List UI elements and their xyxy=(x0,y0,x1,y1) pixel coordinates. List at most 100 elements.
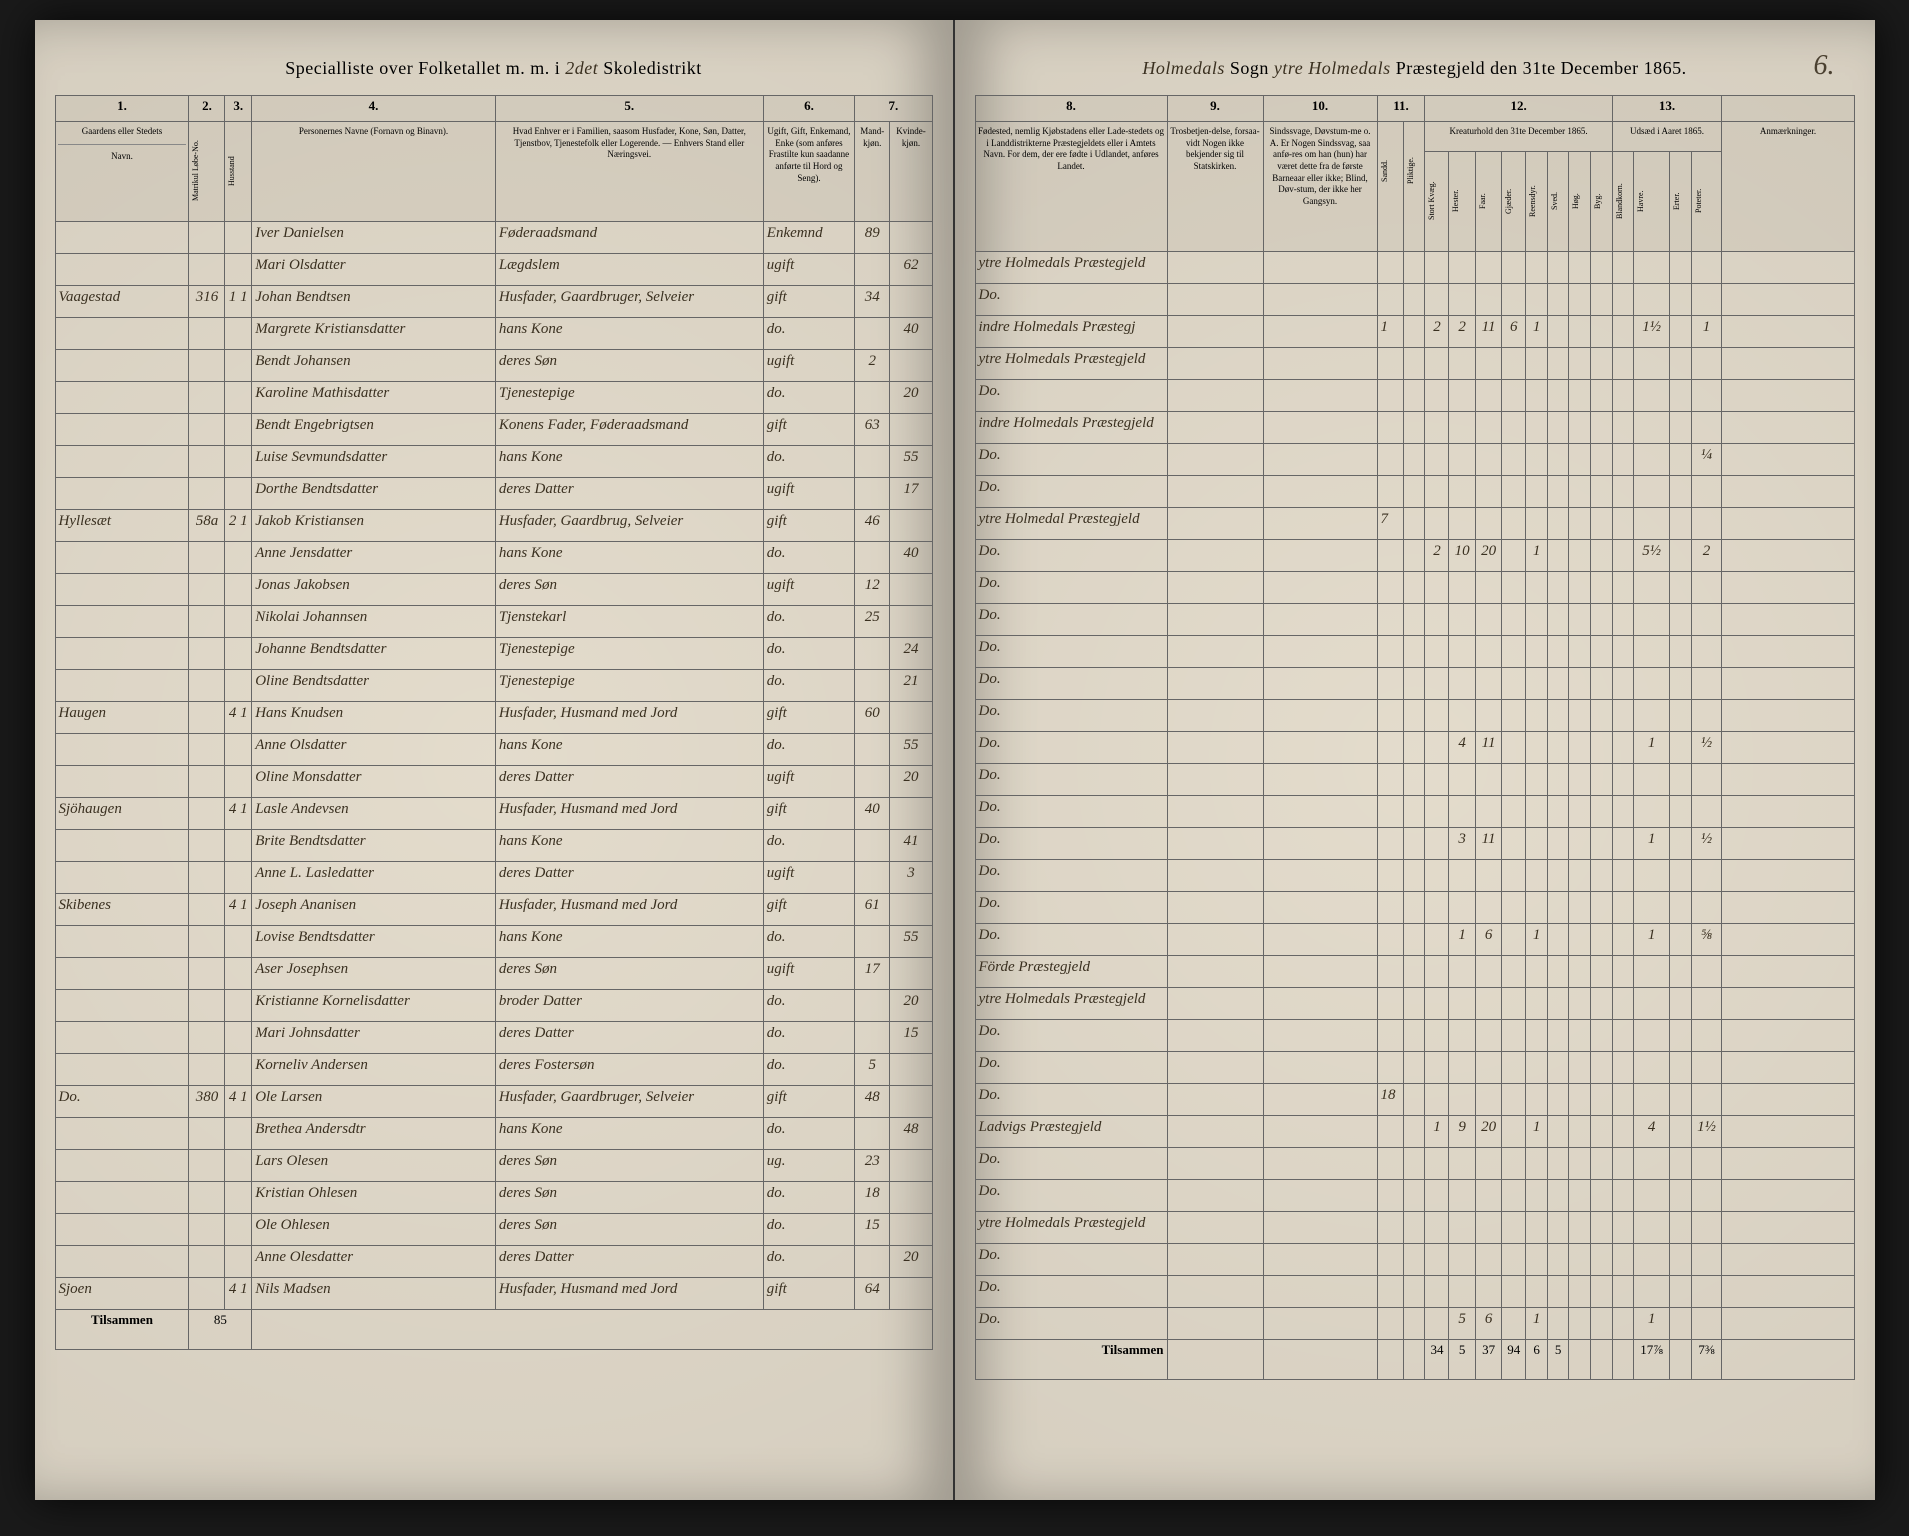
cell-c13-3 xyxy=(1691,348,1722,380)
col-num-9: 9. xyxy=(1167,96,1263,122)
cell-c12-3 xyxy=(1502,700,1526,732)
cell-c12-5 xyxy=(1547,316,1569,348)
cell-c12-4 xyxy=(1526,1276,1548,1308)
cell-c12-7 xyxy=(1591,636,1613,668)
cell-age-k xyxy=(890,958,932,990)
cell-role: Husfader, Husmand med Jord xyxy=(495,798,763,830)
cell-place: Vaagestad xyxy=(55,286,189,318)
cell-c12-1 xyxy=(1449,1180,1475,1212)
cell-c12-2 xyxy=(1475,668,1501,700)
cell-c12-5 xyxy=(1547,1212,1569,1244)
cell-c13-2 xyxy=(1669,892,1691,924)
cell-hus xyxy=(225,734,252,766)
cell-faith xyxy=(1167,636,1263,668)
cell-matr xyxy=(189,382,225,414)
cell-role: Husfader, Gaardbruger, Selveier xyxy=(495,286,763,318)
cell-infirm xyxy=(1263,1308,1377,1340)
cell-role: Konens Fader, Føderaadsmand xyxy=(495,414,763,446)
cell-place xyxy=(55,350,189,382)
cell-c12-1: 4 xyxy=(1449,732,1475,764)
cell-c12-3 xyxy=(1502,348,1526,380)
cell-c13-3 xyxy=(1691,1308,1722,1340)
cell-birth: Do. xyxy=(975,284,1167,316)
cell-c11b xyxy=(1403,604,1425,636)
cell-c11a xyxy=(1377,540,1403,572)
header-role: Hvad Enhver er i Familien, saasom Husfad… xyxy=(495,122,763,222)
cell-age-k: 48 xyxy=(890,1118,932,1150)
cell-hus xyxy=(225,254,252,286)
cell-c13-3 xyxy=(1691,956,1722,988)
cell-c12-7 xyxy=(1591,1084,1613,1116)
cell-faith xyxy=(1167,604,1263,636)
cell-c11a xyxy=(1377,1276,1403,1308)
cell-matr xyxy=(189,350,225,382)
cell-c12-3 xyxy=(1502,892,1526,924)
cell-birth: Do. xyxy=(975,1308,1167,1340)
cell-matr xyxy=(189,926,225,958)
cell-c12-5 xyxy=(1547,892,1569,924)
cell-age-m xyxy=(855,926,890,958)
cell-c12-2 xyxy=(1475,380,1501,412)
cell-c12-6 xyxy=(1569,796,1591,828)
cell-c13-3: ¼ xyxy=(1691,444,1722,476)
cell-age-k xyxy=(890,702,932,734)
cell-c12-7 xyxy=(1591,828,1613,860)
cell-status: gift xyxy=(763,894,854,926)
cell-hus xyxy=(225,862,252,894)
cell-c12-2: 6 xyxy=(1475,1308,1501,1340)
cell-c12-6 xyxy=(1569,668,1591,700)
cell-c11a xyxy=(1377,668,1403,700)
cell-faith xyxy=(1167,1244,1263,1276)
cell-role: Husfader, Gaardbruger, Selveier xyxy=(495,1086,763,1118)
cell-c12-0 xyxy=(1425,348,1449,380)
cell-faith xyxy=(1167,412,1263,444)
cell-c11b xyxy=(1403,732,1425,764)
cell-c13-1 xyxy=(1634,508,1670,540)
cell-place xyxy=(55,1150,189,1182)
cell-name: Karoline Mathisdatter xyxy=(252,382,496,414)
cell-role: deres Datter xyxy=(495,478,763,510)
cell-infirm xyxy=(1263,732,1377,764)
cell-c12-6 xyxy=(1569,1148,1591,1180)
table-row: Do.5611 xyxy=(975,1308,1854,1340)
cell-c13-2 xyxy=(1669,412,1691,444)
cell-c12-2 xyxy=(1475,1276,1501,1308)
cell-c13-3 xyxy=(1691,892,1722,924)
cell-remarks xyxy=(1722,796,1854,828)
cell-c11a xyxy=(1377,732,1403,764)
table-row: Do. xyxy=(975,860,1854,892)
cell-age-k xyxy=(890,1182,932,1214)
cell-place: Haugen xyxy=(55,702,189,734)
cell-c11a xyxy=(1377,988,1403,1020)
cell-c13-3 xyxy=(1691,252,1722,284)
cell-c12-6 xyxy=(1569,732,1591,764)
cell-c13-2 xyxy=(1669,796,1691,828)
cell-c12-1 xyxy=(1449,956,1475,988)
cell-c12-1 xyxy=(1449,604,1475,636)
table-row: Lars Olesenderes Sønug.23 xyxy=(55,1150,932,1182)
table-row: Do. xyxy=(975,1244,1854,1276)
header-seed: Udsæd i Aaret 1865. xyxy=(1612,122,1722,152)
cell-hus xyxy=(225,830,252,862)
cell-remarks xyxy=(1722,252,1854,284)
subheader-col: Høg. xyxy=(1569,152,1591,252)
cell-hus xyxy=(225,318,252,350)
cell-c12-6 xyxy=(1569,1116,1591,1148)
cell-name: Bendt Johansen xyxy=(252,350,496,382)
cell-c12-1 xyxy=(1449,764,1475,796)
cell-faith xyxy=(1167,1276,1263,1308)
cell-c12-2: 20 xyxy=(1475,540,1501,572)
table-row: Do.3111½ xyxy=(975,828,1854,860)
cell-c13-3 xyxy=(1691,796,1722,828)
cell-c13-3 xyxy=(1691,764,1722,796)
cell-c11a xyxy=(1377,1244,1403,1276)
cell-c12-2 xyxy=(1475,284,1501,316)
cell-name: Kristian Ohlesen xyxy=(252,1182,496,1214)
cell-c12-0 xyxy=(1425,892,1449,924)
cell-c12-7 xyxy=(1591,348,1613,380)
cell-c12-6 xyxy=(1569,1020,1591,1052)
cell-c12-2 xyxy=(1475,476,1501,508)
cell-c12-1: 10 xyxy=(1449,540,1475,572)
cell-infirm xyxy=(1263,1276,1377,1308)
cell-infirm xyxy=(1263,1180,1377,1212)
